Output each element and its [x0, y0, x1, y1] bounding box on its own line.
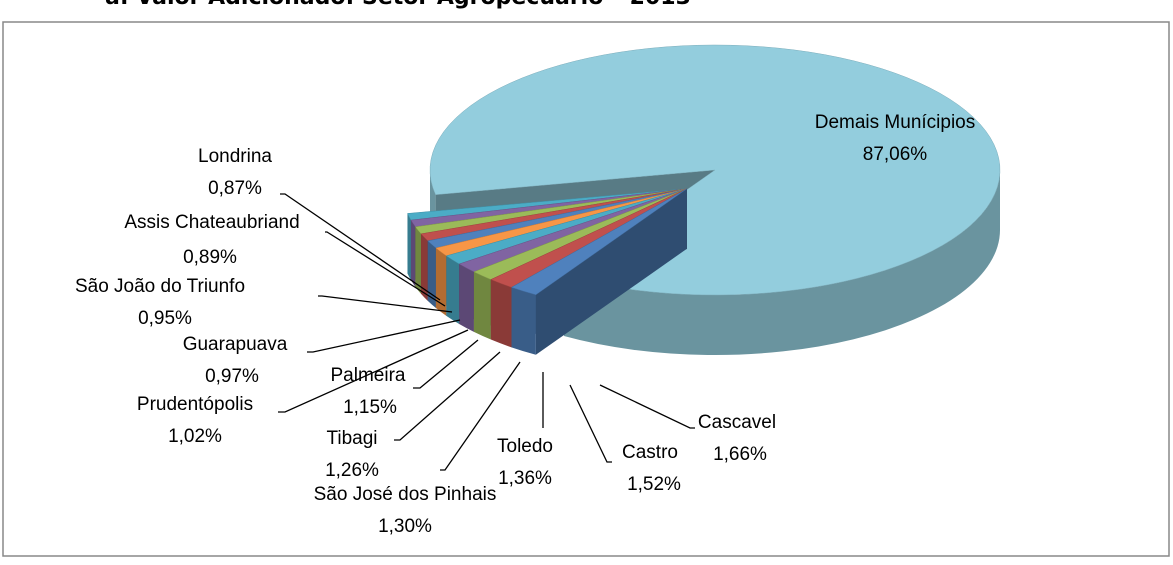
slice-wall — [421, 233, 428, 301]
leader-line — [599, 384, 695, 429]
data-label-name: Assis Chateaubriand — [124, 212, 299, 233]
slice-top — [510, 188, 688, 296]
data-label-name: São José dos Pinhais — [314, 484, 497, 505]
leader-line — [278, 329, 469, 413]
data-label-value: 0,87% — [208, 178, 262, 199]
slice — [510, 188, 688, 355]
data-label-name: Palmeira — [331, 365, 406, 386]
slice-wall — [427, 240, 436, 309]
slice-side — [535, 188, 687, 355]
data-label-value: 0,97% — [205, 366, 259, 387]
data-label-name: Tibagi — [326, 428, 377, 449]
leader-line — [307, 319, 461, 353]
data-label-name: Castro — [622, 442, 678, 463]
slice-top — [429, 44, 1001, 296]
slice-wall — [415, 226, 422, 294]
slice-wall — [511, 287, 536, 355]
data-label-name: Prudentópolis — [137, 394, 253, 415]
leader-line — [325, 231, 446, 307]
data-label-value: 0,89% — [183, 247, 237, 268]
leader-line — [280, 193, 441, 301]
data-label-name: Londrina — [198, 146, 272, 167]
data-label-value: 1,36% — [498, 468, 552, 489]
data-label-value: 1,15% — [343, 397, 397, 418]
leader-line — [569, 384, 612, 463]
chart-title: a: Valor Adicionado: Setor Agropecuário … — [105, 0, 691, 10]
slice-wall — [490, 279, 512, 348]
data-label-value: 1,26% — [325, 460, 379, 481]
pie — [407, 44, 1001, 355]
slice-wall — [407, 213, 411, 281]
data-label-name: Guarapuava — [183, 334, 288, 355]
data-label-value: 0,95% — [138, 308, 192, 329]
slice-wall — [446, 255, 460, 324]
slice-wall — [410, 220, 416, 287]
leader-line — [413, 339, 479, 389]
data-label-value: 1,52% — [627, 474, 681, 495]
data-label-name: São João do Triunfo — [75, 276, 245, 297]
slice-wall — [563, 170, 1000, 355]
data-label-value: 1,02% — [168, 426, 222, 447]
data-label-name: Cascavel — [698, 412, 776, 433]
slice-wall — [473, 271, 491, 340]
data-label-name: Toledo — [497, 436, 553, 457]
data-label-name: Demais Munícipios — [815, 112, 976, 133]
slice-wall — [459, 263, 474, 332]
leader-line — [394, 351, 501, 441]
data-label-value: 87,06% — [863, 144, 928, 165]
data-label-value: 1,30% — [378, 516, 432, 537]
leader-line — [318, 295, 453, 313]
data-label-value: 1,66% — [713, 444, 767, 465]
labels: Demais Munícipios 87,06% Cascavel 1,66% Cast… — [75, 112, 975, 537]
leader-line — [440, 361, 521, 471]
